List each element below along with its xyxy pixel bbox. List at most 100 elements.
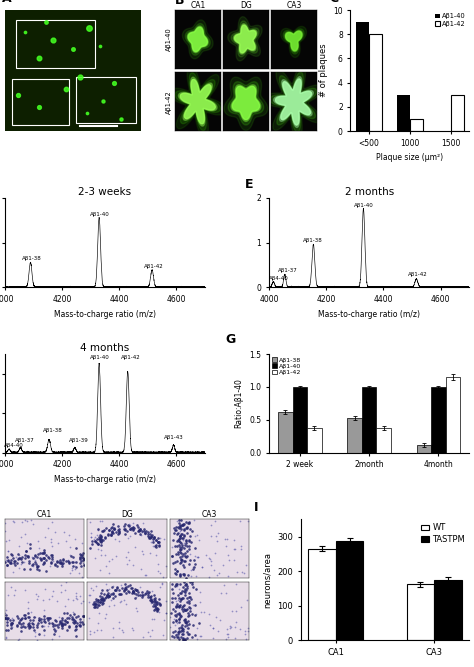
Point xyxy=(126,524,134,535)
Bar xyxy=(369,34,382,131)
Point xyxy=(68,614,75,624)
Point xyxy=(153,604,161,615)
Point xyxy=(91,598,99,609)
Legend: Aβ1-40, Aβ1-42: Aβ1-40, Aβ1-42 xyxy=(435,13,466,27)
Point xyxy=(183,582,191,593)
Point xyxy=(91,602,99,613)
Point xyxy=(183,597,191,608)
Point xyxy=(45,612,52,623)
Point xyxy=(31,551,38,562)
Point xyxy=(16,618,23,628)
Point xyxy=(173,536,181,546)
Text: Aβ4-40: Aβ4-40 xyxy=(268,275,288,281)
Point xyxy=(176,533,184,544)
Point xyxy=(77,555,85,566)
Point xyxy=(171,564,179,574)
Point xyxy=(136,525,143,536)
Point xyxy=(205,552,212,563)
Point xyxy=(51,560,59,570)
Point xyxy=(178,551,186,562)
Point xyxy=(99,594,106,604)
Point xyxy=(186,549,193,560)
Bar xyxy=(397,95,410,131)
Point xyxy=(212,531,219,542)
Point xyxy=(64,612,72,622)
Point xyxy=(180,568,188,579)
Point xyxy=(128,523,136,534)
Point xyxy=(76,614,84,624)
Point xyxy=(170,632,178,643)
Point xyxy=(188,571,195,582)
Bar xyxy=(307,428,322,453)
Point xyxy=(98,594,106,604)
Point xyxy=(150,614,158,624)
Point xyxy=(137,525,144,536)
Point xyxy=(15,553,22,564)
Point xyxy=(174,589,182,600)
Point xyxy=(57,556,65,567)
Point xyxy=(67,551,75,562)
Point xyxy=(69,556,77,567)
Point xyxy=(174,628,182,639)
Point xyxy=(97,595,105,606)
Point xyxy=(15,635,22,646)
Title: 2 months: 2 months xyxy=(345,187,394,197)
Point xyxy=(172,596,180,606)
Point xyxy=(154,559,162,570)
Point xyxy=(79,596,87,606)
Point xyxy=(176,596,183,606)
Point xyxy=(57,558,64,569)
Point xyxy=(123,559,131,570)
Point xyxy=(127,520,134,530)
Point xyxy=(122,582,129,592)
Point xyxy=(236,623,244,634)
Point xyxy=(86,628,94,639)
Point xyxy=(205,571,212,582)
Point xyxy=(129,521,137,532)
Point xyxy=(155,540,163,551)
Point xyxy=(212,612,219,622)
Point xyxy=(146,592,154,602)
Point xyxy=(13,620,21,631)
Text: Aβ1-42: Aβ1-42 xyxy=(408,273,428,277)
Point xyxy=(88,582,95,593)
Point xyxy=(23,538,31,548)
Point xyxy=(124,586,132,596)
Point xyxy=(171,581,179,592)
Point xyxy=(213,536,221,547)
Point xyxy=(47,549,55,560)
Point xyxy=(182,516,190,527)
Point xyxy=(156,582,164,592)
Point xyxy=(185,535,192,546)
Point xyxy=(29,553,36,564)
Point xyxy=(27,539,34,550)
Point xyxy=(176,539,183,550)
Point xyxy=(62,619,69,630)
Point xyxy=(124,520,132,530)
Point xyxy=(153,540,160,550)
Point xyxy=(169,616,177,627)
Point xyxy=(176,544,184,554)
Point xyxy=(164,591,172,602)
Point xyxy=(97,531,105,542)
Point xyxy=(177,588,184,598)
Point xyxy=(174,546,182,557)
Point xyxy=(79,611,86,622)
Point xyxy=(36,553,44,564)
Polygon shape xyxy=(233,24,257,54)
Point xyxy=(170,528,178,538)
Point xyxy=(231,622,239,632)
Point xyxy=(184,518,191,528)
Point xyxy=(163,524,170,534)
Legend: WT, TASTPM: WT, TASTPM xyxy=(421,524,465,544)
Point xyxy=(175,601,183,612)
Polygon shape xyxy=(231,21,259,57)
Point xyxy=(59,558,66,569)
Point xyxy=(193,634,201,645)
Point xyxy=(96,533,104,544)
Point xyxy=(8,613,16,624)
X-axis label: Mass-to-charge ratio (m/z): Mass-to-charge ratio (m/z) xyxy=(318,309,420,319)
Point xyxy=(44,552,52,562)
Point xyxy=(181,530,188,540)
Point xyxy=(182,618,190,628)
